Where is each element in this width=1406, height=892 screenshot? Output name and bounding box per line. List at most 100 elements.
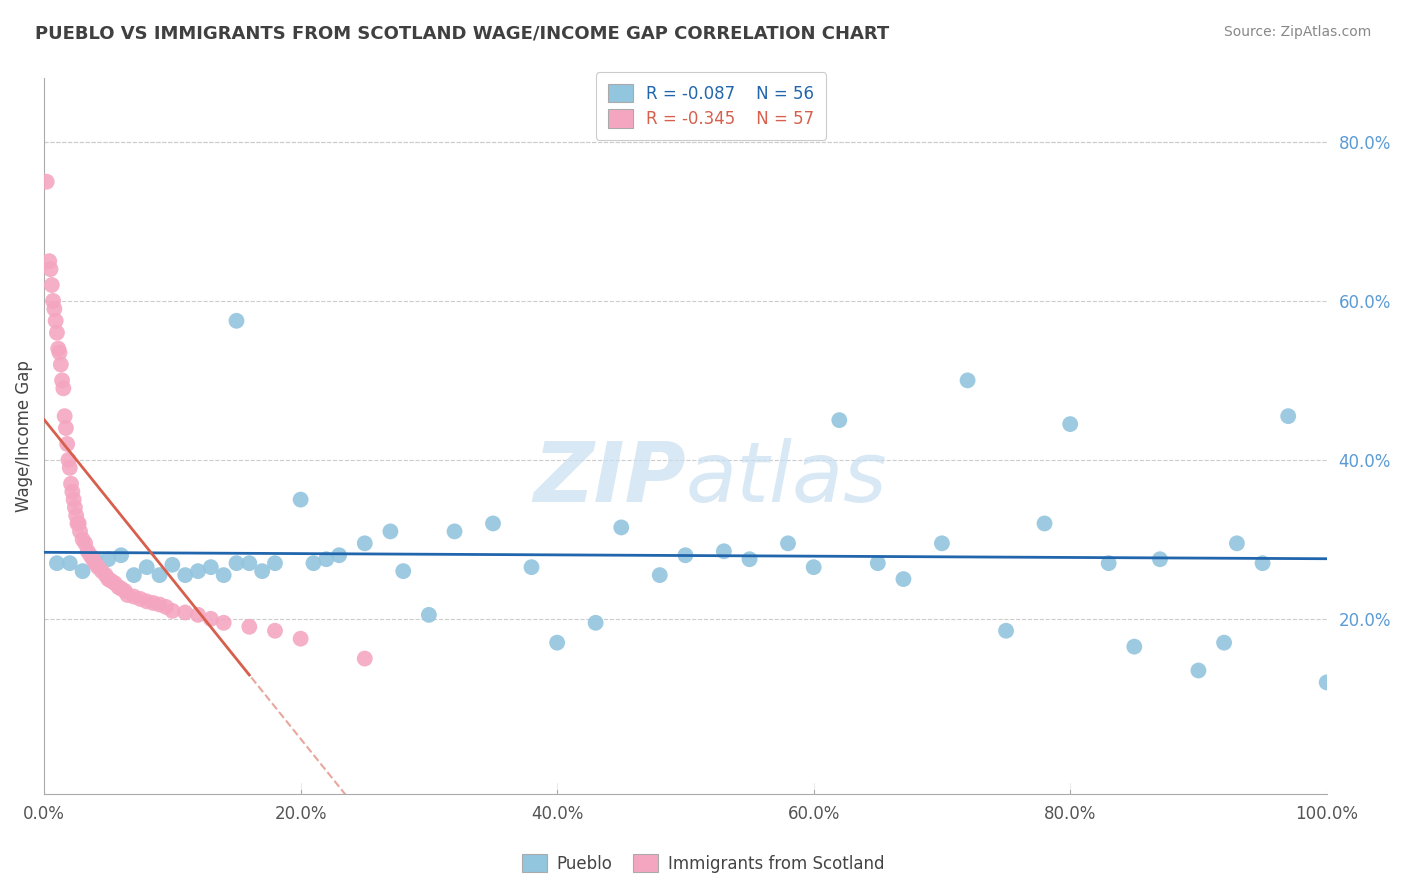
Point	[482, 516, 505, 531]
Point	[110, 582, 132, 596]
Point	[58, 453, 80, 467]
Point	[212, 615, 235, 630]
Point	[155, 599, 177, 614]
Point	[42, 293, 65, 308]
Point	[65, 508, 87, 523]
Point	[893, 572, 915, 586]
Point	[585, 615, 607, 630]
Point	[51, 373, 73, 387]
Point	[75, 536, 97, 550]
Point	[48, 345, 70, 359]
Point	[443, 524, 465, 539]
Point	[250, 564, 273, 578]
Point	[1316, 675, 1339, 690]
Point	[866, 556, 889, 570]
Legend: R = -0.087    N = 56, R = -0.345    N = 57: R = -0.087 N = 56, R = -0.345 N = 57	[596, 72, 825, 140]
Point	[53, 409, 76, 424]
Y-axis label: Wage/Income Gap: Wage/Income Gap	[15, 360, 32, 512]
Point	[187, 564, 209, 578]
Point	[41, 278, 63, 293]
Text: PUEBLO VS IMMIGRANTS FROM SCOTLAND WAGE/INCOME GAP CORRELATION CHART: PUEBLO VS IMMIGRANTS FROM SCOTLAND WAGE/…	[35, 25, 890, 43]
Point	[1123, 640, 1146, 654]
Point	[174, 568, 197, 582]
Point	[187, 607, 209, 622]
Point	[84, 556, 107, 570]
Point	[328, 548, 350, 562]
Point	[290, 632, 312, 646]
Point	[174, 606, 197, 620]
Point	[79, 548, 101, 562]
Point	[995, 624, 1018, 638]
Point	[1033, 516, 1056, 531]
Point	[110, 548, 132, 562]
Point	[738, 552, 761, 566]
Point	[148, 598, 170, 612]
Point	[225, 314, 247, 328]
Point	[63, 500, 86, 515]
Text: ZIP: ZIP	[533, 439, 685, 519]
Point	[1059, 417, 1081, 431]
Point	[238, 620, 260, 634]
Point	[87, 560, 110, 574]
Point	[610, 520, 633, 534]
Point	[380, 524, 402, 539]
Point	[1098, 556, 1121, 570]
Point	[49, 358, 72, 372]
Point	[117, 588, 139, 602]
Point	[129, 591, 152, 606]
Point	[290, 492, 312, 507]
Point	[1226, 536, 1249, 550]
Text: Source: ZipAtlas.com: Source: ZipAtlas.com	[1223, 25, 1371, 39]
Point	[713, 544, 735, 558]
Point	[162, 558, 184, 572]
Point	[142, 596, 165, 610]
Point	[238, 556, 260, 570]
Point	[56, 437, 79, 451]
Point	[520, 560, 543, 574]
Point	[66, 516, 89, 531]
Point	[135, 560, 157, 574]
Point	[148, 568, 170, 582]
Point	[62, 492, 84, 507]
Point	[392, 564, 415, 578]
Point	[100, 574, 122, 588]
Point	[776, 536, 799, 550]
Point	[956, 373, 979, 387]
Point	[135, 594, 157, 608]
Point	[45, 556, 67, 570]
Point	[90, 564, 112, 578]
Point	[82, 552, 104, 566]
Point	[72, 533, 94, 547]
Point	[60, 484, 83, 499]
Point	[200, 560, 222, 574]
Point	[122, 590, 145, 604]
Point	[35, 175, 58, 189]
Point	[67, 516, 90, 531]
Point	[302, 556, 325, 570]
Point	[931, 536, 953, 550]
Point	[94, 568, 117, 582]
Point	[84, 552, 107, 566]
Point	[60, 476, 83, 491]
Point	[44, 301, 66, 316]
Point	[38, 254, 60, 268]
Point	[45, 326, 67, 340]
Point	[1149, 552, 1171, 566]
Point	[1251, 556, 1274, 570]
Point	[1277, 409, 1299, 424]
Point	[45, 314, 67, 328]
Point	[97, 572, 120, 586]
Point	[1213, 635, 1236, 649]
Point	[104, 576, 127, 591]
Point	[59, 460, 82, 475]
Text: atlas: atlas	[685, 439, 887, 519]
Point	[225, 556, 247, 570]
Point	[39, 262, 62, 277]
Legend: Pueblo, Immigrants from Scotland: Pueblo, Immigrants from Scotland	[515, 847, 891, 880]
Point	[1187, 664, 1209, 678]
Point	[76, 544, 98, 558]
Point	[264, 556, 287, 570]
Point	[353, 536, 375, 550]
Point	[114, 584, 136, 599]
Point	[315, 552, 337, 566]
